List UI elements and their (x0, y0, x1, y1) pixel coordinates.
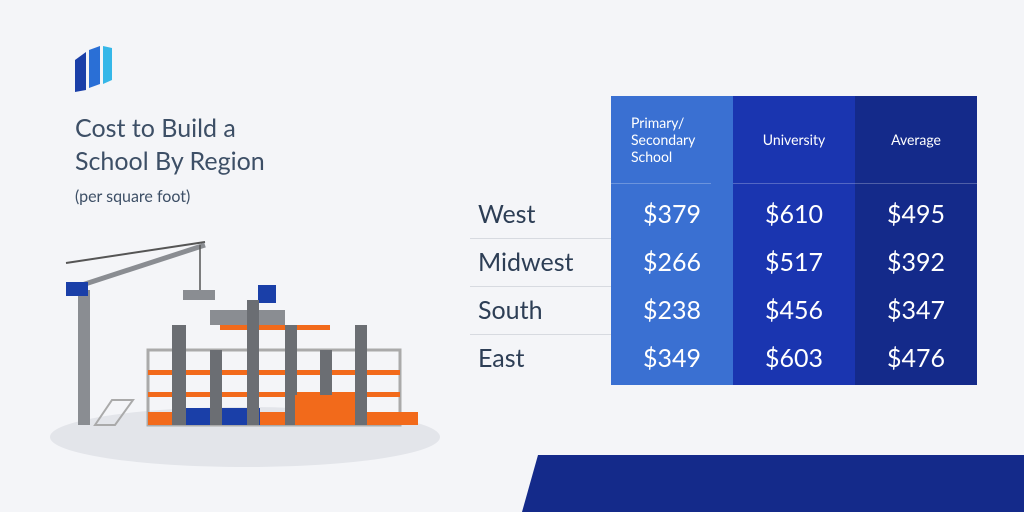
cell-value: $266 (642, 247, 701, 277)
column-background (611, 96, 733, 385)
cell-value: $392 (886, 247, 945, 277)
row-label: East (478, 343, 525, 373)
cell-value: $379 (642, 199, 701, 229)
row-label: Midwest (478, 247, 574, 277)
row-separator (470, 286, 611, 287)
column-header: Average (855, 96, 977, 184)
cell-value: $610 (764, 199, 823, 229)
cell-value: $476 (886, 343, 945, 373)
row-separator (470, 238, 611, 239)
cell-value: $456 (764, 295, 823, 325)
column-header: University (733, 96, 855, 184)
cell-value: $347 (886, 295, 945, 325)
cell-value: $238 (642, 295, 701, 325)
cell-value: $349 (642, 343, 701, 373)
row-separator (470, 334, 611, 335)
column-background (855, 96, 977, 385)
cell-value: $517 (764, 247, 823, 277)
row-label: West (478, 199, 536, 229)
column-background (733, 96, 855, 385)
column-header: Primary/ Secondary School (611, 96, 711, 184)
logo (75, 46, 112, 92)
subtitle: (per square foot) (75, 187, 191, 206)
construction-illustration (50, 241, 440, 467)
corner-band (522, 455, 1024, 512)
cell-value: $495 (886, 199, 945, 229)
row-label: South (478, 295, 543, 325)
title: Cost to Build a School By Region (75, 113, 265, 176)
cell-value: $603 (764, 343, 823, 373)
